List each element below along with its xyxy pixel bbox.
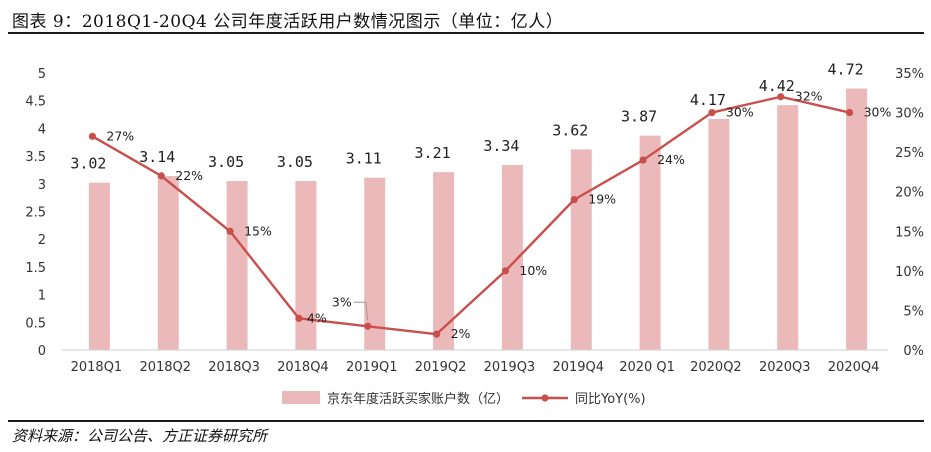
yoy-point-2019Q1 — [364, 322, 372, 330]
bar-2018Q2 — [157, 176, 179, 350]
bar-label-2018Q1: 3.02 — [70, 155, 106, 173]
legend: 京东年度活跃买家账户数（亿） 同比YoY(%) — [282, 391, 646, 407]
x-tick-8: 2020 Q1 — [619, 360, 675, 375]
yoy-label-2018Q3: 15% — [244, 223, 272, 238]
yoy-label-2020Q2: 30% — [726, 105, 754, 120]
bar-label-2019Q2: 3.21 — [415, 144, 451, 162]
yoy-label-2020Q3: 32% — [795, 89, 823, 104]
yoy-label-2018Q4: 4% — [307, 310, 327, 325]
x-tick-4: 2019Q1 — [346, 360, 398, 375]
y-left-tick-1: 0.5 — [25, 316, 46, 331]
bar-2019Q3 — [501, 164, 523, 350]
source-rule — [8, 420, 924, 422]
yoy-label-2018Q2: 22% — [175, 168, 203, 183]
x-tick-6: 2019Q3 — [484, 360, 536, 375]
legend-label-line: 同比YoY(%) — [575, 392, 646, 407]
bar-2020Q3 — [777, 105, 799, 350]
x-tick-7: 2019Q4 — [552, 360, 604, 375]
x-tick-3: 2018Q4 — [277, 360, 329, 375]
yoy-label-2019Q2: 2% — [451, 326, 471, 341]
yoy-point-2020Q3 — [777, 93, 785, 101]
bar-2019Q1 — [364, 177, 386, 350]
x-tick-1: 2018Q2 — [139, 360, 191, 375]
bar-2020Q4 — [846, 88, 868, 351]
x-tick-9: 2020Q2 — [690, 360, 742, 375]
yoy-point-2019Q4 — [570, 196, 578, 204]
yoy-label-2020Q4: 30% — [864, 105, 892, 120]
x-tick-5: 2019Q2 — [415, 360, 467, 375]
yoy-label-2019Q3: 10% — [519, 263, 547, 278]
y-right-tick-1: 5% — [903, 304, 924, 319]
y-left-tick-7: 3.5 — [25, 150, 46, 165]
yoy-point-2020Q2 — [708, 108, 716, 117]
y-left-tick-6: 3 — [38, 178, 46, 193]
yoy-label-2019Q1: 3% — [332, 294, 352, 309]
bar-2019Q4 — [570, 149, 592, 350]
yoy-label-2018Q1: 27% — [106, 128, 134, 143]
y-right-tick-5: 25% — [895, 146, 924, 161]
bar-label-2020Q4: 4.72 — [828, 61, 864, 79]
source-note: 资料来源：公司公告、方正证券研究所 — [12, 427, 268, 445]
chart-svg: 3.02 3.14 3.05 3.05 3.11 3.21 3.34 3.62 3.87 4.17… — [25, 61, 924, 407]
yoy-point-2019Q2 — [432, 330, 441, 338]
bar-value-labels: 3.02 3.14 3.05 3.05 3.11 3.21 3.34 3.62 3.87 4.17… — [70, 61, 863, 173]
y-left-tick-3: 1.5 — [25, 261, 46, 276]
yoy-value-labels: 27% 22% 15% 4% 3% 2% 10% 19% 24% 30% 32% 30% — [106, 89, 891, 341]
legend-swatch-bar — [282, 391, 320, 404]
yoy-label-leader — [353, 301, 369, 321]
yoy-label-2019Q4: 19% — [588, 192, 616, 207]
y-right-tick-3: 15% — [895, 225, 924, 240]
bar-label-2019Q4: 3.62 — [552, 121, 588, 139]
yoy-point-2020 Q1 — [639, 156, 647, 164]
y-right-tick-7: 35% — [895, 67, 924, 82]
yoy-point-2020Q4 — [845, 108, 854, 117]
bar-label-2020Q2: 4.17 — [690, 91, 726, 109]
yoy-label-2020 Q1: 24% — [657, 152, 685, 167]
yoy-point-2018Q3 — [226, 227, 234, 235]
y-right-tick-0: 0% — [903, 344, 924, 359]
bar-2019Q2 — [433, 172, 455, 350]
y-right-tick-4: 20% — [895, 186, 924, 201]
bar-label-2018Q2: 3.14 — [139, 148, 175, 166]
title-rule — [8, 32, 924, 34]
y-axis-left: 0 0.5 1 1.5 2 2.5 3 3.5 4 4.5 5 — [25, 67, 46, 359]
y-left-tick-2: 1 — [38, 289, 46, 304]
bar-2018Q1 — [88, 182, 110, 350]
bar-label-2018Q3: 3.05 — [208, 153, 244, 171]
chart-title: 图表 9：2018Q1-20Q4 公司年度活跃用户数情况图示（单位：亿人） — [12, 12, 564, 32]
bar-2018Q4 — [295, 181, 317, 350]
bar-label-2019Q1: 3.11 — [346, 150, 382, 168]
x-axis: 2018Q1 2018Q2 2018Q3 2018Q4 2019Q1 2019Q2 2019… — [62, 349, 888, 375]
yoy-point-2018Q4 — [295, 314, 303, 322]
legend-label-bar: 京东年度活跃买家账户数（亿） — [327, 391, 509, 407]
y-left-tick-10: 5 — [38, 67, 46, 82]
y-left-tick-5: 2.5 — [25, 206, 46, 221]
y-left-tick-0: 0 — [38, 344, 46, 359]
y-right-tick-2: 10% — [895, 265, 924, 280]
bar-2020 Q1 — [639, 135, 661, 350]
x-tick-11: 2020Q4 — [828, 360, 880, 375]
bar-series — [88, 88, 868, 351]
yoy-line — [91, 95, 850, 336]
legend-swatch-marker — [541, 394, 549, 402]
x-tick-10: 2020Q3 — [759, 360, 811, 375]
y-right-tick-6: 30% — [895, 107, 924, 122]
bar-label-2019Q3: 3.34 — [483, 137, 519, 155]
bar-2020Q2 — [708, 118, 730, 351]
yoy-series — [88, 93, 854, 338]
bar-label-2020 Q1: 3.87 — [621, 108, 657, 126]
y-left-tick-9: 4.5 — [25, 95, 46, 110]
x-tick-0: 2018Q1 — [71, 360, 123, 375]
x-tick-2: 2018Q3 — [208, 360, 260, 375]
y-left-tick-8: 4 — [38, 122, 46, 137]
y-axis-right: 0% 5% 10% 15% 20% 25% 30% 35% — [895, 67, 924, 359]
bar-label-2020Q3: 4.42 — [759, 77, 795, 95]
yoy-point-2019Q3 — [501, 267, 510, 275]
bar-label-2018Q4: 3.05 — [277, 153, 313, 171]
yoy-point-2018Q2 — [157, 172, 165, 180]
yoy-point-2018Q1 — [88, 132, 97, 140]
y-left-tick-4: 2 — [38, 233, 46, 248]
bar-2018Q3 — [226, 181, 248, 350]
